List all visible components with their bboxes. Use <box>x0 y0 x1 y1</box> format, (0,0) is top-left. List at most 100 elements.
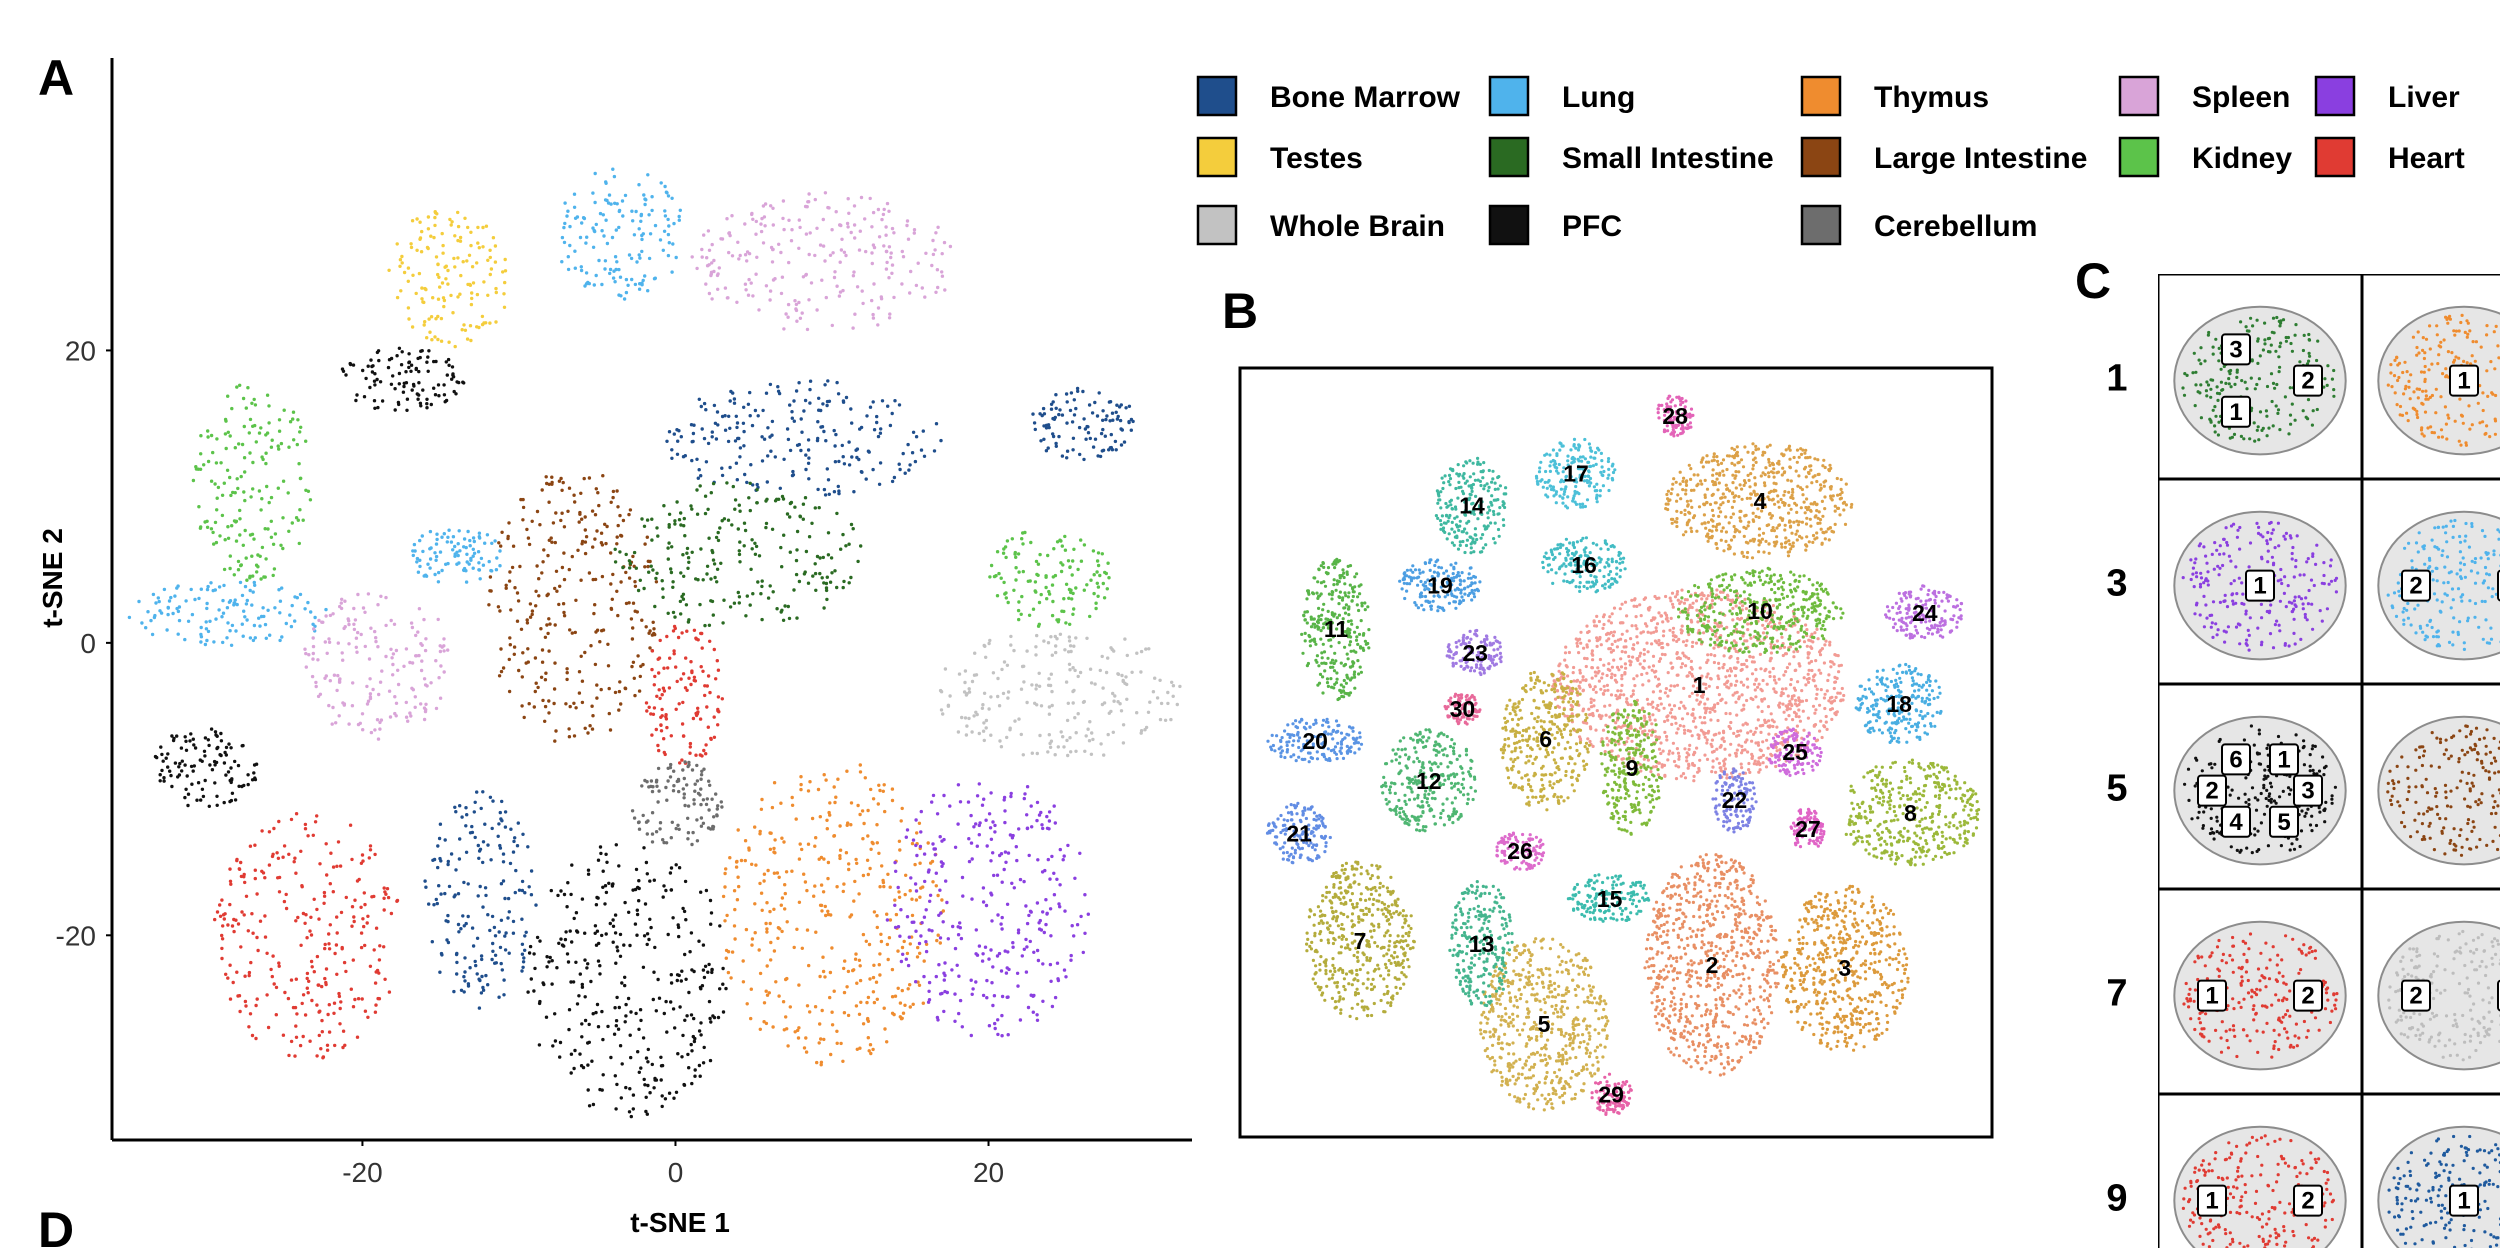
panel-a-point <box>679 435 683 439</box>
panel-b-point <box>1659 751 1663 756</box>
panel-a-point <box>342 960 347 965</box>
panel-a-point <box>362 924 366 929</box>
panel-a-point <box>249 960 253 965</box>
panel-a-point <box>427 317 431 321</box>
panel-a-point <box>736 436 740 441</box>
panel-a-point <box>481 988 486 992</box>
panel-a-point <box>1035 1018 1040 1022</box>
panel-a-point <box>498 609 502 613</box>
panel-a-point <box>757 948 761 952</box>
panel-a-point <box>863 776 867 780</box>
panel-a-point <box>719 800 723 804</box>
panel-b-point <box>1595 636 1599 640</box>
panel-b-point <box>1807 668 1811 672</box>
panel-a-point <box>493 539 497 543</box>
panel-a-point <box>906 237 911 241</box>
panel-a-point <box>671 610 676 615</box>
panel-b-point <box>1700 721 1704 725</box>
panel-a-point <box>264 636 268 640</box>
panel-a-point <box>698 484 702 488</box>
panel-a-point <box>777 497 781 501</box>
panel-a-point <box>624 1014 628 1018</box>
panel-a-point <box>723 871 727 876</box>
panel-a-point <box>1052 547 1056 551</box>
panel-a-point <box>488 248 492 252</box>
panel-b-point <box>1806 672 1810 676</box>
panel-a-point <box>1073 668 1077 673</box>
panel-a-point <box>503 269 508 273</box>
panel-a-point <box>821 969 826 974</box>
panel-a-point <box>451 548 455 552</box>
panel-a-point <box>402 384 406 389</box>
panel-a-point <box>615 1082 619 1087</box>
panel-a-point <box>805 1004 810 1008</box>
panel-a-point <box>732 397 737 401</box>
panel-a-point <box>682 909 687 914</box>
panel-a-point <box>624 290 629 295</box>
panel-a-point <box>547 711 551 715</box>
panel-a-point <box>550 959 554 963</box>
panel-a-point <box>807 456 811 460</box>
panel-a-point <box>382 945 386 949</box>
panel-b-point <box>1762 697 1767 701</box>
panel-a-point <box>259 426 263 430</box>
panel-a-point <box>1000 667 1004 672</box>
panel-a-point <box>737 503 741 507</box>
panel-a-point <box>599 531 604 535</box>
panel-a-point <box>368 677 372 681</box>
panel-a-point <box>922 454 927 458</box>
panel-a-point <box>783 891 787 896</box>
panel-a-point <box>186 619 191 623</box>
panel-a-point <box>918 844 923 849</box>
panel-a-point <box>643 197 647 201</box>
panel-a-point <box>253 423 257 428</box>
panel-a-point <box>936 893 940 898</box>
panel-a-point <box>916 261 920 265</box>
panel-a-point <box>535 935 540 940</box>
panel-a-point <box>279 543 283 547</box>
panel-a-point <box>1089 578 1093 582</box>
panel-a-point <box>829 1052 833 1057</box>
panel-a-point <box>197 596 201 601</box>
panel-a-point <box>731 484 735 489</box>
panel-a-point <box>489 858 493 862</box>
panel-a-point <box>1106 732 1110 737</box>
panel-a-point <box>418 564 422 569</box>
panel-a-point <box>728 426 732 430</box>
panel-a-point <box>190 782 194 786</box>
panel-a-point <box>643 1083 647 1087</box>
panel-a-point <box>506 916 510 920</box>
panel-a-point <box>617 208 622 213</box>
panel-a-point <box>825 575 829 579</box>
panel-a-point <box>250 554 254 558</box>
panel-a-point <box>688 741 693 746</box>
panel-a-point <box>826 478 831 482</box>
panel-a-point <box>793 505 797 509</box>
panel-a-point <box>492 925 497 930</box>
panel-a-point <box>674 826 678 831</box>
panel-a-point <box>700 427 704 431</box>
panel-a-point <box>315 954 320 959</box>
panel-a-point <box>1045 597 1049 601</box>
panel-a-point <box>846 821 850 825</box>
panel-a-point <box>1067 662 1072 666</box>
panel-a-point <box>560 565 565 570</box>
panel-a-point <box>1011 833 1015 838</box>
panel-a-point <box>750 943 754 947</box>
panel-a-point <box>618 513 622 518</box>
panel-a-point <box>735 898 740 902</box>
panel-a-point <box>269 445 274 449</box>
panel-a-point <box>989 837 994 841</box>
panel-b-point <box>1612 630 1616 634</box>
panel-a-point <box>611 940 615 944</box>
panel-a-point <box>975 844 979 848</box>
panel-a-point <box>827 206 831 210</box>
panel-a-point <box>1015 858 1019 863</box>
panel-a-point <box>779 545 783 550</box>
panel-a-point <box>655 784 659 788</box>
panel-a-point <box>1048 877 1052 881</box>
panel-a-point <box>420 349 424 353</box>
panel-a-point <box>318 862 322 866</box>
panel-a-point <box>434 554 439 559</box>
